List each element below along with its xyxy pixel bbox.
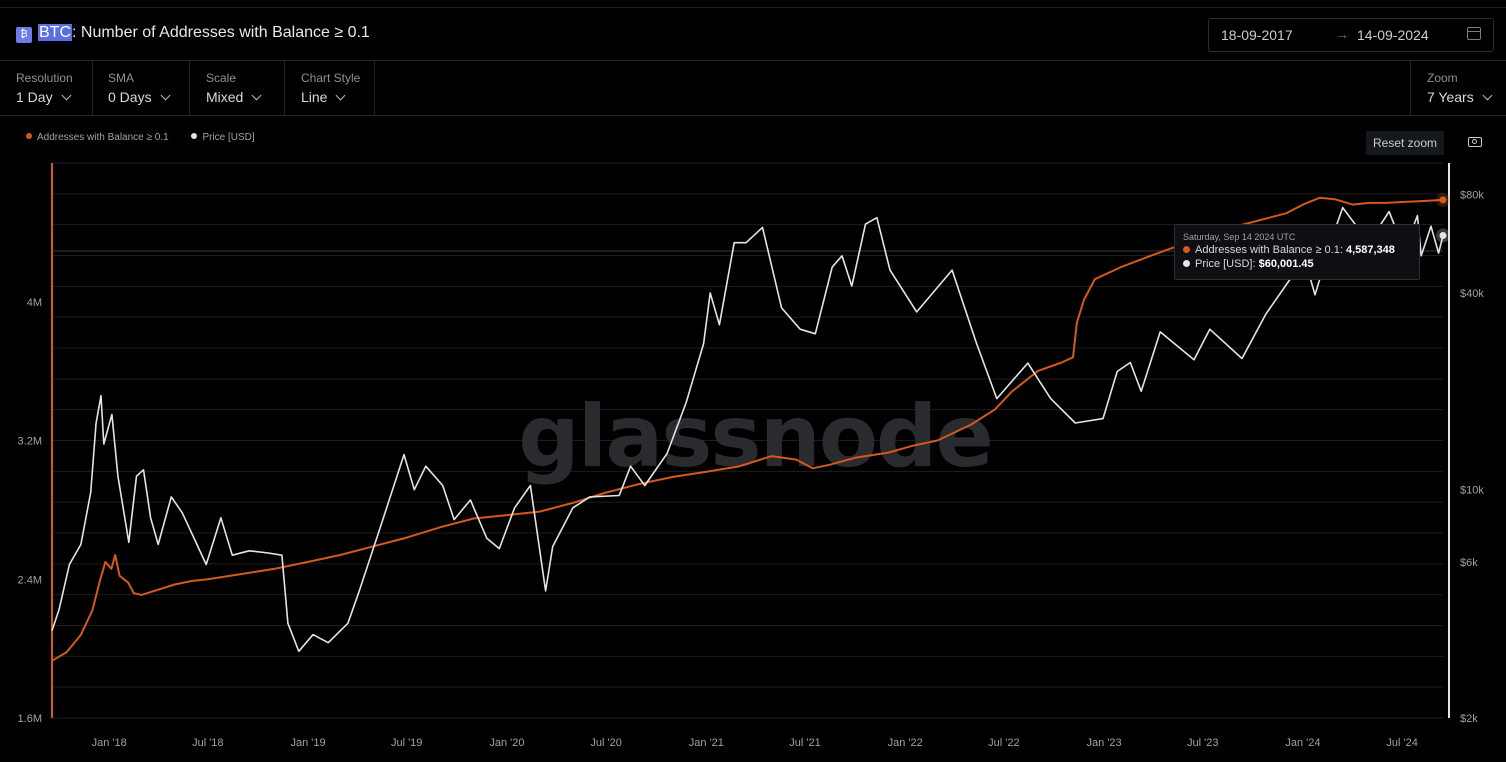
- tooltip-date: Saturday, Sep 14 2024 UTC: [1183, 232, 1296, 242]
- chart-legend: Addresses with Balance ≥ 0.1 Price [USD]: [26, 132, 275, 143]
- date-to[interactable]: 14-09-2024: [1357, 27, 1429, 43]
- sma-value-text: 0 Days: [108, 89, 152, 105]
- scale-select[interactable]: Scale Mixed: [190, 61, 285, 115]
- camera-icon[interactable]: [1468, 137, 1482, 147]
- y-right-tick-label: $6k: [1460, 557, 1478, 569]
- x-tick-label: Jul '21: [789, 737, 820, 749]
- bitcoin-icon: ₿: [16, 27, 32, 43]
- y-right-tick-label: $10k: [1460, 485, 1484, 497]
- price-series-line: [51, 206, 1444, 653]
- scale-value-text: Mixed: [206, 89, 244, 105]
- zoom-value[interactable]: 7 Years: [1427, 89, 1493, 105]
- x-tick-label: Jul '18: [192, 737, 223, 749]
- tooltip-row-price: Price [USD]: $60,001.45: [1183, 258, 1314, 270]
- x-tick-label: Jul '23: [1187, 737, 1218, 749]
- asset-symbol[interactable]: BTC: [38, 24, 72, 41]
- zoom-label: Zoom: [1427, 71, 1458, 85]
- chart-tooltip: Saturday, Sep 14 2024 UTC Addresses with…: [1174, 224, 1420, 280]
- sma-value[interactable]: 0 Days: [108, 89, 171, 105]
- scale-value[interactable]: Mixed: [206, 89, 262, 105]
- x-tick-label: Jan '22: [888, 737, 923, 749]
- resolution-label: Resolution: [16, 71, 73, 85]
- chart-style-label: Chart Style: [301, 71, 361, 85]
- tooltip-label: Addresses with Balance ≥ 0.1:: [1195, 244, 1346, 256]
- y-right-tick-label: $2k: [1460, 713, 1478, 725]
- legend-item-price[interactable]: Price [USD]: [191, 132, 255, 143]
- scale-label: Scale: [206, 71, 237, 85]
- resolution-select[interactable]: Resolution 1 Day: [0, 61, 93, 115]
- calendar-icon[interactable]: [1467, 27, 1481, 40]
- zoom-value-text: 7 Years: [1427, 89, 1474, 105]
- chart-style-value[interactable]: Line: [301, 89, 346, 105]
- resolution-value-text: 1 Day: [16, 89, 53, 105]
- date-range-picker[interactable]: 18-09-2017 → 14-09-2024: [1208, 18, 1494, 52]
- legend-dot: [26, 133, 32, 139]
- resolution-value[interactable]: 1 Day: [16, 89, 72, 105]
- x-tick-label: Jul '22: [988, 737, 1019, 749]
- zoom-select[interactable]: Zoom 7 Years: [1410, 61, 1506, 115]
- metric-name: : Number of Addresses with Balance ≥ 0.1: [72, 24, 370, 41]
- tooltip-dot: [1183, 260, 1190, 267]
- tooltip-row-addresses: Addresses with Balance ≥ 0.1: 4,587,348: [1183, 244, 1395, 256]
- page-title: BTC: Number of Addresses with Balance ≥ …: [38, 24, 370, 42]
- legend-label: Price [USD]: [202, 132, 255, 143]
- y-left-tick-label: 3.2M: [18, 436, 42, 448]
- price-hover-point: [1439, 231, 1447, 239]
- x-tick-label: Jan '20: [489, 737, 524, 749]
- x-tick-label: Jan '23: [1087, 737, 1122, 749]
- y-right-tick-label: $40k: [1460, 288, 1484, 300]
- y-left-tick-label: 1.6M: [18, 713, 42, 725]
- x-tick-label: Jan '18: [92, 737, 127, 749]
- legend-dot: [191, 133, 198, 139]
- x-tick-label: Jul '19: [391, 737, 422, 749]
- tooltip-value: 4,587,348: [1345, 244, 1395, 256]
- x-tick-label: Jan '24: [1285, 737, 1320, 749]
- x-tick-label: Jan '19: [291, 737, 326, 749]
- title-bar: [0, 10, 1506, 61]
- y-left-tick-label: 4M: [27, 297, 42, 309]
- sma-label: SMA: [108, 71, 135, 85]
- legend-label: Addresses with Balance ≥ 0.1: [37, 132, 169, 143]
- x-tick-label: Jul '20: [590, 737, 621, 749]
- x-tick-label: Jan '21: [689, 737, 724, 749]
- date-from[interactable]: 18-09-2017: [1221, 27, 1293, 43]
- tooltip-value: $60,001.45: [1258, 258, 1314, 270]
- y-right-tick-label: $80k: [1460, 190, 1484, 202]
- x-tick-label: Jul '24: [1386, 737, 1417, 749]
- legend-item-addresses[interactable]: Addresses with Balance ≥ 0.1: [26, 132, 169, 143]
- chart-style-value-text: Line: [301, 89, 328, 105]
- reset-zoom-button[interactable]: Reset zoom: [1366, 131, 1444, 155]
- watermark-logo: glassnode: [518, 387, 992, 487]
- top-divider: [0, 7, 1506, 8]
- sma-select[interactable]: SMA 0 Days: [92, 61, 190, 115]
- arrow-right-icon: →: [1335, 26, 1349, 42]
- chart-style-select[interactable]: Chart Style Line: [285, 61, 375, 115]
- addresses-hover-point: [1439, 196, 1447, 204]
- tooltip-label: Price [USD]:: [1195, 258, 1259, 270]
- tooltip-dot: [1183, 246, 1190, 253]
- chart-controls: Resolution 1 Day SMA 0 Days Scale Mixed …: [0, 61, 1506, 116]
- y-left-tick-label: 2.4M: [18, 574, 42, 586]
